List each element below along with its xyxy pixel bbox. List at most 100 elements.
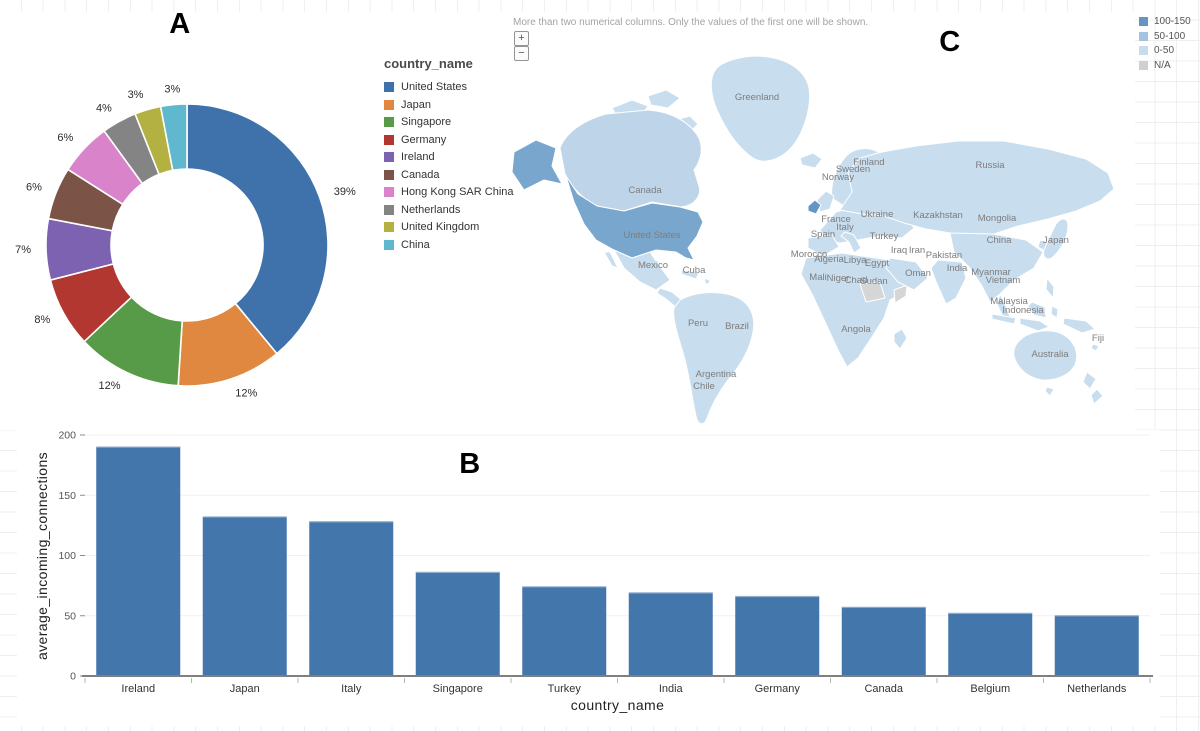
map-label-russia: Russia	[975, 160, 1005, 171]
legend-label: Canada	[401, 168, 440, 181]
arctic-island-2[interactable]	[647, 89, 681, 109]
country-shape-australia[interactable]	[1013, 330, 1078, 381]
bar-ireland[interactable]	[96, 447, 181, 676]
legend-item-united-kingdom[interactable]: United Kingdom	[384, 221, 534, 233]
country-shape-cuba[interactable]	[680, 269, 700, 280]
country-shape-united-kingdom[interactable]	[816, 190, 835, 213]
bar-germany[interactable]	[735, 596, 820, 676]
map-label-united-states: United States	[623, 230, 680, 241]
map-legend-bin-0-50: 0-50	[1139, 45, 1191, 56]
country-shape-mexico[interactable]	[613, 249, 671, 291]
country-shape-hispaniola[interactable]	[703, 277, 712, 286]
map-label-mali: Mali	[809, 272, 826, 283]
bar-turkey[interactable]	[522, 586, 607, 676]
bar-netherlands[interactable]	[1054, 615, 1139, 676]
map-legend-label: N/A	[1154, 59, 1171, 71]
map-label-finland: Finland	[853, 157, 884, 168]
map-legend-bin-n-a: N/A	[1139, 60, 1191, 71]
country-shape-new-guinea[interactable]	[1062, 317, 1096, 334]
bar-italy[interactable]	[309, 521, 394, 676]
map-zoom-out-button[interactable]: −	[514, 46, 529, 61]
map-legend-label: 50-100	[1154, 30, 1186, 42]
world-map[interactable]: Greenland Canada United States Mexico Cuba Pe…	[510, 50, 1200, 430]
country-shape-sumatra[interactable]	[991, 313, 1017, 325]
bar-japan[interactable]	[202, 516, 287, 676]
legend-item-hong-kong-sar-china[interactable]: Hong Kong SAR China	[384, 186, 534, 198]
donut-slice-percentage: 4%	[96, 102, 112, 114]
country-shape-spain[interactable]	[807, 234, 840, 257]
country-shape-tasmania[interactable]	[1044, 386, 1055, 397]
map-landmasses[interactable]	[511, 55, 1115, 425]
map-label-mongolia: Mongolia	[978, 213, 1017, 224]
country-shape-united-states[interactable]	[565, 175, 704, 261]
x-category-label: Germany	[755, 683, 801, 695]
country-shape-fiji[interactable]	[1090, 343, 1100, 352]
country-shape-baja[interactable]	[603, 251, 619, 269]
country-shape-alaska[interactable]	[511, 139, 563, 191]
map-label-pakistan: Pakistan	[926, 250, 962, 261]
country-shape-italy[interactable]	[840, 231, 862, 254]
country-shape-borneo[interactable]	[1027, 301, 1047, 319]
legend-item-canada[interactable]: Canada	[384, 169, 534, 181]
legend-item-netherlands[interactable]: Netherlands	[384, 204, 534, 216]
legend-item-singapore[interactable]: Singapore	[384, 116, 534, 128]
legend-label: Ireland	[401, 151, 435, 163]
country-shape-iceland[interactable]	[799, 152, 823, 169]
map-label-algeria: Algeria	[814, 254, 844, 265]
country-shape-china[interactable]	[949, 232, 1044, 303]
x-axis-title: country_name	[571, 697, 665, 713]
country-shape-new-zealand-north[interactable]	[1082, 371, 1097, 390]
donut-legend: country_name United States Japan Singapore…	[384, 56, 534, 256]
country-shape-java[interactable]	[1019, 317, 1050, 332]
arabia[interactable]	[885, 257, 929, 291]
map-label-canada: Canada	[628, 185, 662, 196]
legend-swatch	[384, 187, 394, 197]
map-legend-bin-100-150: 100-150	[1139, 16, 1191, 27]
map-legend-swatch	[1139, 17, 1148, 26]
map-zoom-in-button[interactable]: +	[514, 31, 529, 46]
legend-item-united-states[interactable]: United States	[384, 81, 534, 93]
legend-item-ireland[interactable]: Ireland	[384, 151, 534, 163]
map-label-malaysia: Malaysia	[990, 296, 1028, 307]
south-america[interactable]	[673, 292, 755, 425]
map-legend-bin-50-100: 50-100	[1139, 31, 1191, 42]
africa[interactable]	[800, 252, 912, 368]
russia-and-central-asia[interactable]	[839, 140, 1115, 242]
bar-chart[interactable]: 0 50 100 150 200 Ireland Japan Italy Singapore Tu…	[17, 430, 1160, 726]
country-shape-philippines[interactable]	[1045, 277, 1055, 299]
bar-canada[interactable]	[841, 607, 926, 676]
bar-india[interactable]	[628, 592, 713, 676]
legend-item-china[interactable]: China	[384, 239, 534, 251]
legend-swatch	[384, 169, 394, 180]
legend-swatch	[384, 239, 394, 250]
country-shape-india[interactable]	[930, 259, 967, 305]
donut-chart[interactable]: 39% 12% 12% 8% 7% 6% 6% 4% 3% 3%	[0, 70, 390, 420]
country-shape-ireland[interactable]	[807, 199, 822, 215]
country-shape-somalia[interactable]	[893, 284, 908, 304]
country-shape-madagascar[interactable]	[893, 328, 908, 350]
country-shape-greenland[interactable]	[710, 55, 811, 162]
donut-slice-united-states[interactable]	[186, 103, 329, 355]
donut-slice-percentage: 3%	[164, 84, 180, 96]
bar-belgium[interactable]	[948, 613, 1033, 676]
donut-slice-china[interactable]	[159, 103, 188, 172]
legend-label: Netherlands	[401, 203, 461, 216]
donut-slice-percentage: 3%	[128, 89, 144, 101]
legend-item-germany[interactable]: Germany	[384, 134, 534, 146]
bar-singapore[interactable]	[415, 572, 500, 676]
map-legend: 100-150 50-100 0-50 N/A	[1139, 16, 1191, 74]
map-label-peru: Peru	[688, 318, 708, 329]
legend-swatch	[384, 222, 394, 232]
map-label-france: France	[821, 214, 851, 225]
country-shape-japan[interactable]	[1043, 218, 1069, 260]
x-category-label: Turkey	[548, 683, 582, 695]
x-category-label: Belgium	[970, 683, 1010, 695]
country-shape-south-sudan[interactable]	[859, 281, 886, 303]
map-label-libya: Libya	[844, 255, 867, 266]
map-label-china: China	[987, 235, 1013, 246]
country-shape-sulawesi[interactable]	[1050, 305, 1059, 319]
legend-item-japan[interactable]: Japan	[384, 99, 534, 111]
donut-slice-percentage: 7%	[15, 244, 31, 256]
country-shape-new-zealand-south[interactable]	[1090, 388, 1104, 405]
map-label-chad: Chad	[845, 275, 868, 286]
